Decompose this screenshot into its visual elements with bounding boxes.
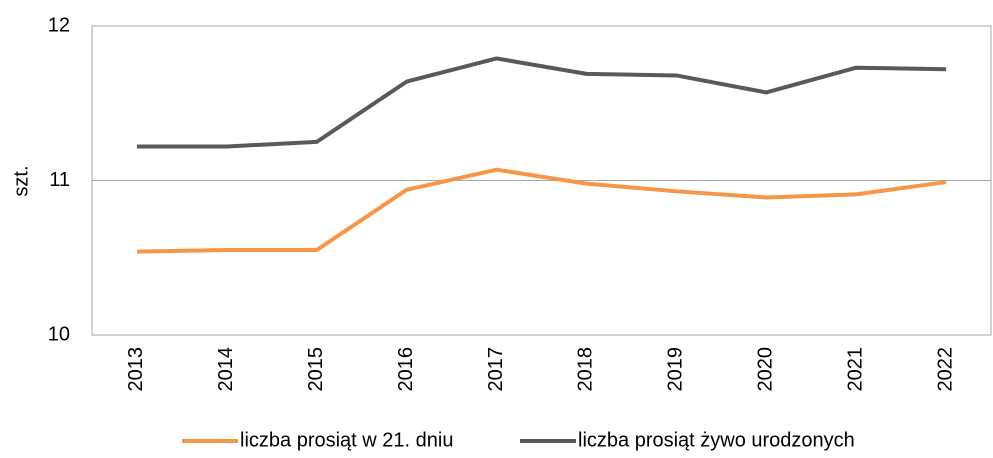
series-line xyxy=(136,167,947,254)
x-tick-label: 2013 xyxy=(125,347,147,392)
series-line xyxy=(136,56,947,149)
y-tick-label: 10 xyxy=(48,323,70,345)
y-tick-label: 12 xyxy=(48,14,70,36)
x-tick-label: 2017 xyxy=(485,347,507,392)
y-tick-label: 11 xyxy=(49,169,70,191)
x-tick-label: 2021 xyxy=(844,347,866,392)
x-tick-label: 2020 xyxy=(755,347,777,392)
legend-label: liczba prosiąt żywo urodzonych xyxy=(578,429,855,451)
y-axis-label: szt. xyxy=(10,165,32,196)
legend-label: liczba prosiąt w 21. dniu xyxy=(240,429,453,451)
x-tick-label: 2022 xyxy=(934,347,956,392)
x-tick-label: 2016 xyxy=(395,347,417,392)
x-tick-label: 2018 xyxy=(575,347,597,392)
x-tick-label: 2014 xyxy=(215,347,237,392)
x-tick-label: 2015 xyxy=(305,347,327,392)
x-tick-label: 2019 xyxy=(665,347,687,392)
